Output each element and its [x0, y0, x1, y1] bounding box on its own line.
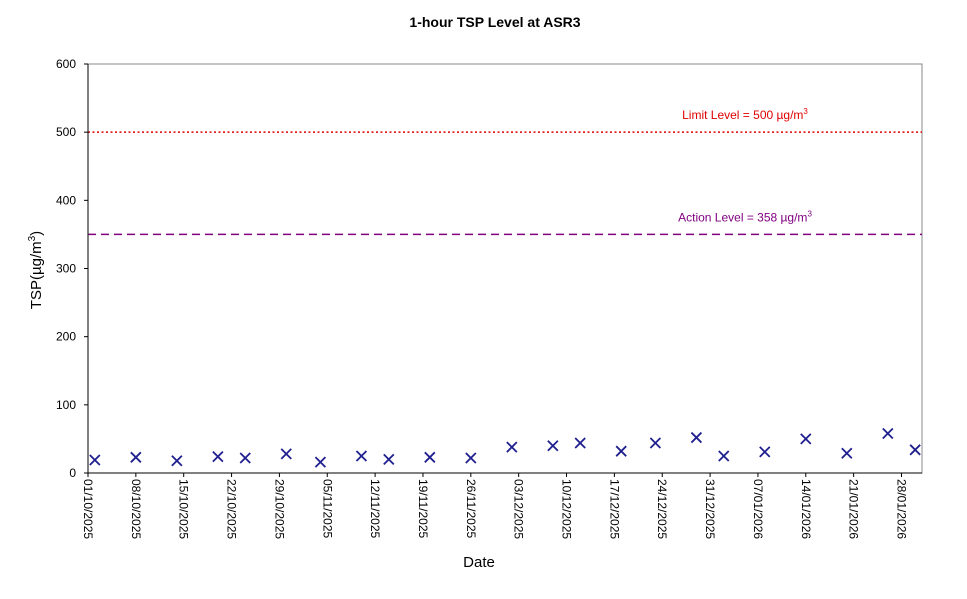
data-point [355, 450, 368, 462]
y-tick-label: 200 [56, 330, 76, 344]
data-point [239, 452, 251, 464]
data-point [615, 445, 627, 457]
x-tick-label: 08/10/2025 [129, 479, 143, 539]
data-point [506, 441, 518, 453]
y-axis-label: TSP(µg/m3) [27, 231, 45, 309]
y-tick-label: 0 [69, 466, 76, 480]
data-point [314, 456, 327, 468]
y-tick-label: 600 [56, 57, 76, 71]
data-point [690, 431, 703, 444]
data-point [424, 451, 436, 463]
y-tick-label: 300 [56, 262, 76, 276]
data-point [882, 427, 894, 440]
chart-title: 1-hour TSP Level at ASR3 [409, 14, 580, 30]
x-tick-label: 03/12/2025 [512, 479, 526, 539]
reference-line-label: Limit Level = 500 µg/m3 [682, 107, 808, 122]
x-tick-label: 22/10/2025 [225, 479, 239, 539]
x-tick-label: 24/12/2025 [655, 479, 669, 539]
y-tick-label: 500 [56, 125, 76, 139]
x-tick-label: 07/01/2026 [751, 479, 765, 539]
data-point [800, 433, 812, 445]
x-tick-label: 14/01/2026 [799, 479, 813, 539]
data-point [212, 451, 224, 463]
y-tick-label: 400 [56, 193, 76, 207]
data-point [909, 444, 921, 456]
data-point [171, 455, 183, 467]
x-tick-label: 28/01/2026 [894, 479, 908, 539]
plot-area [87, 63, 923, 474]
data-point [383, 453, 395, 466]
data-point [759, 446, 771, 458]
x-tick-label: 19/11/2025 [416, 479, 430, 538]
data-point [130, 451, 142, 463]
x-tick-label: 21/01/2026 [847, 479, 861, 539]
x-tick-label: 01/10/2025 [81, 479, 95, 539]
data-point [465, 452, 477, 464]
data-point [718, 450, 730, 462]
x-tick-label: 05/11/2025 [320, 479, 334, 538]
x-tick-label: 26/11/2025 [464, 479, 478, 538]
x-tick-label: 17/12/2025 [607, 479, 621, 539]
data-point [280, 448, 292, 460]
y-tick-label: 100 [56, 398, 76, 412]
reference-line-label: Action Level = 358 µg/m3 [678, 209, 812, 224]
x-tick-label: 29/10/2025 [272, 479, 286, 539]
x-tick-label: 10/12/2025 [560, 479, 574, 539]
data-point [574, 437, 586, 449]
data-point [841, 447, 853, 459]
data-point [89, 454, 101, 466]
x-tick-label: 15/10/2025 [177, 479, 191, 539]
data-point [547, 440, 559, 452]
data-point [649, 437, 662, 449]
x-tick-label: 31/12/2025 [703, 479, 717, 539]
x-axis-label: Date [463, 554, 495, 571]
x-tick-label: 12/11/2025 [368, 479, 382, 538]
